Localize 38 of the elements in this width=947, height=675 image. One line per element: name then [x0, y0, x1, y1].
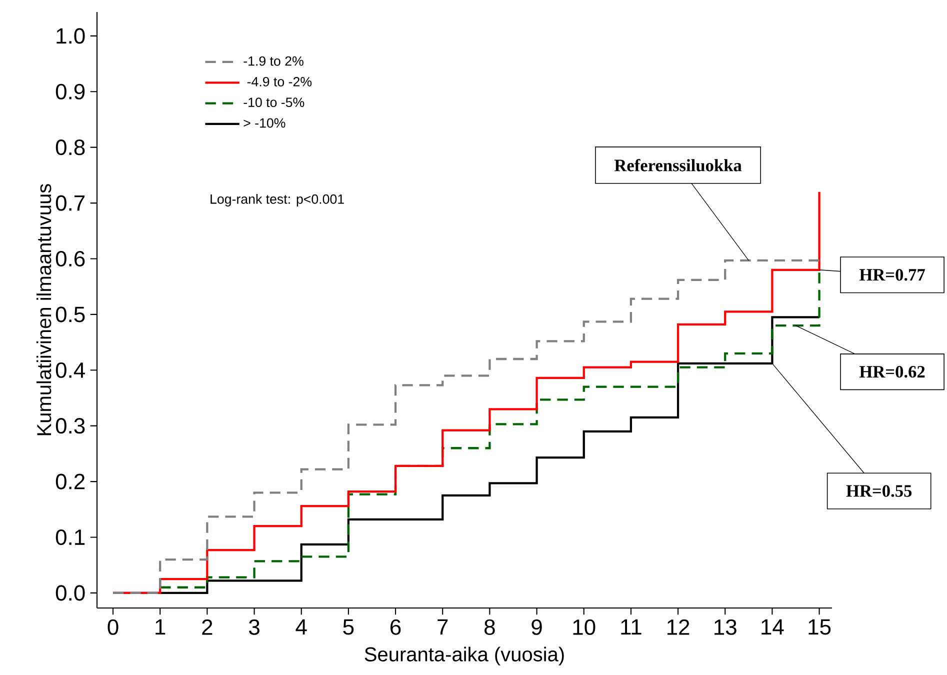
- x-tick-label: 11: [621, 619, 642, 634]
- y-tick-label: 0.5: [56, 306, 85, 322]
- x-axis-title: Seuranta-aika (vuosia): [364, 646, 564, 666]
- y-tick-label: 0.4: [56, 362, 85, 378]
- y-tick-label: 0.8: [56, 140, 85, 156]
- y-tick-label: 0.6: [56, 250, 85, 267]
- annotation: Log-rank test: p<0.001: [210, 194, 344, 206]
- x-tick-label: 4: [296, 619, 307, 634]
- y-tick-label: 0.9: [56, 84, 85, 100]
- x-tick-label: 5: [343, 619, 354, 635]
- x-tick-label: 6: [390, 619, 401, 635]
- legend-label: -10 to -5%: [244, 98, 304, 108]
- y-tick-label: 0.1: [56, 529, 85, 546]
- x-tick-label: 7: [438, 619, 448, 634]
- y-axis-title: Kumulatiivinen ilmaantuvuus: [36, 184, 52, 436]
- x-tick-label: 9: [532, 619, 542, 635]
- legend-label: -1.9 to 2%: [244, 56, 304, 66]
- y-tick-label: 0.2: [56, 474, 85, 490]
- x-tick-label: 10: [573, 619, 596, 635]
- annotation: HR=0.62: [859, 366, 925, 378]
- x-tick-label: 0: [108, 619, 118, 635]
- y-tick-label: 0.3: [56, 418, 85, 434]
- annotation: Referenssiluokka: [614, 158, 742, 172]
- x-tick-label: 15: [808, 619, 831, 635]
- legend-label: -4.9 to -2%: [247, 76, 312, 86]
- y-tick-label: 0.0: [56, 585, 85, 601]
- legend-label: > -10%: [244, 118, 286, 128]
- y-tick-label: 1.0: [56, 28, 85, 44]
- annotation: HR=0.77: [859, 269, 925, 281]
- annotation: HR=0.55: [846, 485, 912, 497]
- x-tick-label: 2: [202, 619, 212, 635]
- x-tick-label: 1: [156, 619, 166, 634]
- x-tick-label: 3: [248, 619, 260, 635]
- y-tick-label: 0.7: [56, 195, 85, 211]
- x-tick-label: 13: [714, 619, 736, 635]
- x-tick-label: 8: [484, 619, 495, 635]
- x-tick-label: 14: [762, 619, 784, 634]
- x-tick-label: 12: [667, 619, 690, 635]
